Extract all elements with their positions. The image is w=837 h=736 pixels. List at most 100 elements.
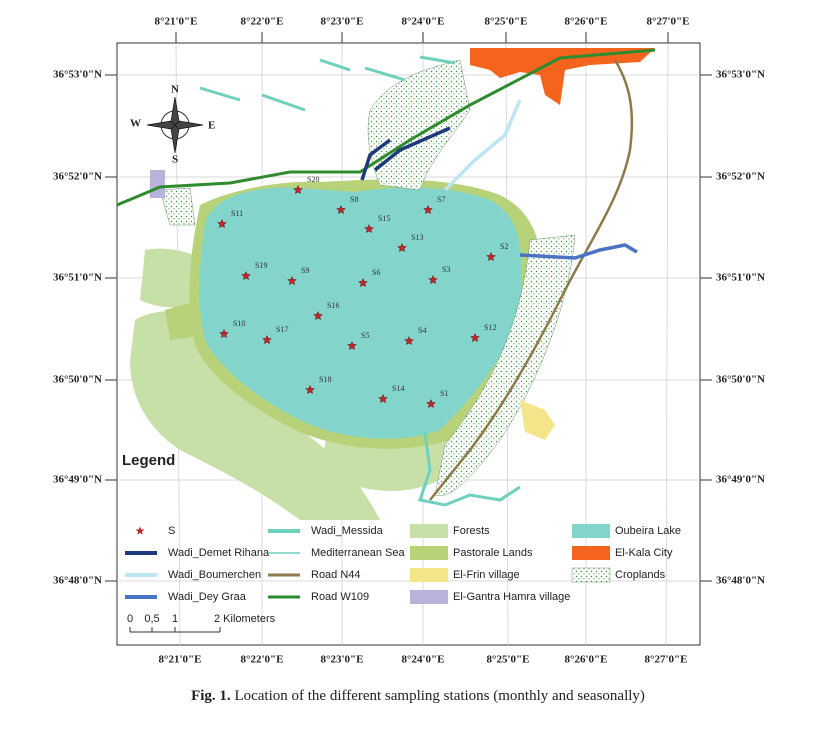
station-marker bbox=[397, 242, 407, 253]
station-marker bbox=[428, 274, 438, 285]
longitude-label: 8°21'0"E bbox=[155, 16, 198, 28]
station-label: S18 bbox=[319, 375, 331, 384]
station-label: S3 bbox=[442, 265, 450, 274]
longitude-label: 8°26'0"E bbox=[565, 16, 608, 28]
station-label: S8 bbox=[350, 195, 358, 204]
compass-label: E bbox=[208, 120, 215, 132]
road-w109 bbox=[116, 48, 656, 207]
station-marker bbox=[486, 251, 496, 262]
legend-label: Wadi_Dey Graa bbox=[168, 591, 247, 603]
legend-label: S bbox=[168, 525, 175, 537]
latitude-label: 36°52'0"N bbox=[716, 171, 765, 183]
station-marker bbox=[313, 310, 323, 321]
station-label: S19 bbox=[255, 261, 267, 270]
latitude-label: 36°48'0"N bbox=[53, 575, 102, 587]
forest bbox=[130, 311, 380, 520]
longitude-label: 8°23'0"E bbox=[321, 654, 364, 666]
station-marker bbox=[287, 275, 297, 286]
legend-symbol bbox=[410, 546, 448, 560]
caption: Fig. 1. Location of the different sampli… bbox=[191, 688, 645, 704]
station-label: S7 bbox=[437, 195, 445, 204]
el-frin-village bbox=[520, 400, 555, 440]
latitude-label: 36°51'0"N bbox=[716, 272, 765, 284]
station-label: S11 bbox=[231, 209, 243, 218]
legend-label: Forests bbox=[453, 525, 490, 537]
station-marker bbox=[219, 328, 229, 339]
station-marker bbox=[241, 270, 251, 281]
legend-symbol bbox=[135, 526, 145, 535]
station-marker bbox=[262, 334, 272, 345]
legend-label: Wadi_Demet Rihana bbox=[168, 547, 270, 559]
station-label: S4 bbox=[418, 326, 426, 335]
longitude-label: 8°21'0"E bbox=[159, 654, 202, 666]
road-n44 bbox=[429, 59, 634, 501]
station-label: S16 bbox=[327, 301, 339, 310]
longitude-label: 8°27'0"E bbox=[647, 16, 690, 28]
station-marker bbox=[426, 398, 436, 409]
station-marker bbox=[358, 277, 368, 288]
coordinate-labels: 8°21'0"E 8°21'0"E 8°22'0"E 8°22'0"E 8°23'0"E… bbox=[53, 16, 765, 666]
longitude-label: 8°25'0"E bbox=[485, 16, 528, 28]
latitude-label: 36°53'0"N bbox=[53, 69, 102, 81]
station-label: S17 bbox=[276, 325, 288, 334]
latitude-label: 36°50'0"N bbox=[716, 374, 765, 386]
station-marker bbox=[336, 204, 346, 215]
longitude-label: 8°23'0"E bbox=[321, 16, 364, 28]
wadi-messida bbox=[418, 431, 521, 507]
wadi-boumerchen bbox=[443, 99, 522, 192]
croplands bbox=[159, 187, 196, 226]
station-label: S5 bbox=[361, 331, 369, 340]
latitude-label: 36°53'0"N bbox=[716, 69, 765, 81]
longitude-label: 8°26'0"E bbox=[565, 654, 608, 666]
station-label: S12 bbox=[484, 323, 496, 332]
station-marker bbox=[364, 223, 374, 234]
legend-symbol bbox=[410, 568, 448, 582]
legend-label: Oubeira Lake bbox=[615, 525, 681, 537]
station-label: S9 bbox=[301, 266, 309, 275]
compass: N E S W bbox=[130, 84, 215, 166]
scale-label: 0,5 bbox=[144, 613, 159, 625]
station-marker bbox=[293, 184, 303, 195]
mediterranean-sea bbox=[199, 55, 456, 112]
station-marker bbox=[404, 335, 414, 346]
compass-label: N bbox=[171, 84, 179, 96]
legend-label: Wadi_Messida bbox=[311, 525, 384, 537]
legend-label: Road W109 bbox=[311, 591, 369, 603]
latitude-label: 36°52'0"N bbox=[53, 171, 102, 183]
station-marker bbox=[423, 204, 433, 215]
stations: S1 S2 S3 S4 S5 S6 S7 S8 S9 S10 S11 S12 S13 S14 S15 S16 S… bbox=[217, 175, 508, 409]
longitude-label: 8°24'0"E bbox=[402, 654, 445, 666]
latitude-label: 36°50'0"N bbox=[53, 374, 102, 386]
latitude-label: 36°49'0"N bbox=[53, 474, 102, 486]
station-marker bbox=[470, 332, 480, 343]
station-label: S14 bbox=[392, 384, 404, 393]
wadi-demet-rihana bbox=[360, 126, 451, 181]
land-cover bbox=[130, 48, 655, 520]
legend-label: Road N44 bbox=[311, 569, 361, 581]
croplands bbox=[434, 234, 576, 497]
station-label: S6 bbox=[372, 268, 380, 277]
latitude-label: 36°51'0"N bbox=[53, 272, 102, 284]
oubeira-lake bbox=[199, 187, 522, 439]
latitude-label: 36°49'0"N bbox=[716, 474, 765, 486]
legend-label: El-Gantra Hamra village bbox=[453, 591, 570, 603]
longitude-label: 8°24'0"E bbox=[402, 16, 445, 28]
latitude-label: 36°48'0"N bbox=[716, 575, 765, 587]
station-label: S10 bbox=[233, 319, 245, 328]
scale-label: 1 bbox=[172, 613, 178, 625]
el-kala-city bbox=[470, 48, 655, 105]
scale-label: 0 bbox=[127, 613, 133, 625]
longitude-label: 8°22'0"E bbox=[241, 16, 284, 28]
station-label: S15 bbox=[378, 214, 390, 223]
longitude-label: 8°25'0"E bbox=[487, 654, 530, 666]
station-label: S20 bbox=[307, 175, 319, 184]
station-marker bbox=[347, 340, 357, 351]
station-marker bbox=[378, 393, 388, 404]
legend: S Wadi_Demet Rihana Wadi_Boumerchen Wadi_De… bbox=[125, 524, 681, 604]
station-label: S2 bbox=[500, 242, 508, 251]
longitude-label: 8°27'0"E bbox=[645, 654, 688, 666]
compass-label: S bbox=[172, 154, 178, 166]
meridian bbox=[665, 42, 669, 646]
